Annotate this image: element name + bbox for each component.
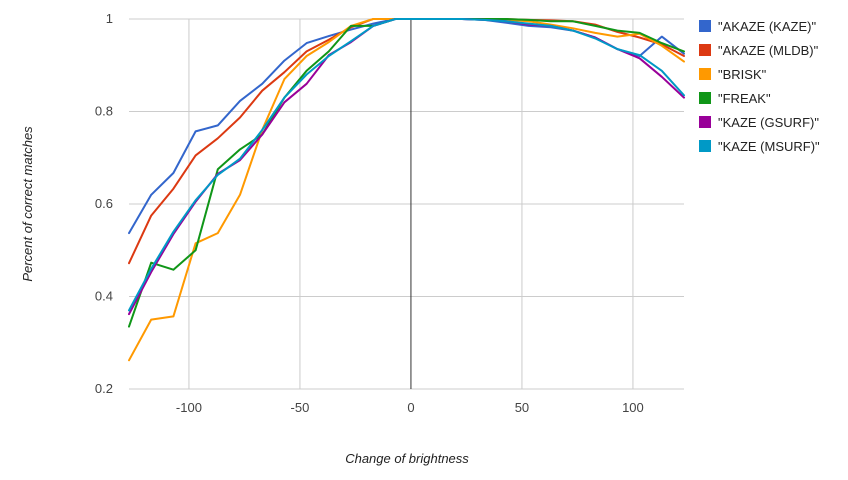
x-axis-ticks: -100 -50 0 50 100	[176, 400, 644, 415]
y-tick-label: 0.2	[95, 381, 113, 396]
x-tick-label: 0	[407, 400, 414, 415]
series-lines	[128, 18, 685, 362]
y-tick-label: 1	[106, 11, 113, 26]
legend-entry-label: "KAZE (GSURF)"	[718, 115, 819, 130]
series-line-4	[128, 18, 685, 316]
legend-swatch	[699, 68, 711, 80]
y-tick-label: 0.8	[95, 104, 113, 119]
legend-entry-label: "AKAZE (MLDB)"	[718, 43, 819, 58]
x-tick-label: 100	[622, 400, 644, 415]
legend-swatch	[699, 92, 711, 104]
legend-swatch	[699, 116, 711, 128]
y-axis-ticks: 0.2 0.4 0.6 0.8 1	[95, 11, 113, 396]
legend-swatch	[699, 44, 711, 56]
x-tick-label: -50	[291, 400, 310, 415]
series-line-3	[128, 18, 685, 328]
legend-entry-label: "KAZE (MSURF)"	[718, 139, 820, 154]
y-tick-label: 0.6	[95, 196, 113, 211]
legend-entry-label: "BRISK"	[718, 67, 767, 82]
series-line-0	[128, 18, 685, 235]
x-tick-label: 50	[515, 400, 529, 415]
legend-swatch	[699, 140, 711, 152]
x-tick-label: -100	[176, 400, 202, 415]
x-axis-title: Change of brightness	[345, 451, 469, 466]
legend: "AKAZE (KAZE)" "AKAZE (MLDB)" "BRISK" "FREA…	[699, 19, 820, 154]
legend-entry-label: "AKAZE (KAZE)"	[718, 19, 816, 34]
y-tick-label: 0.4	[95, 289, 113, 304]
gridlines	[129, 18, 684, 390]
legend-swatch	[699, 20, 711, 32]
y-axis-title: Percent of correct matches	[20, 126, 35, 282]
legend-entry-label: "FREAK"	[718, 91, 771, 106]
series-line-1	[128, 18, 685, 265]
series-line-5	[128, 18, 685, 312]
